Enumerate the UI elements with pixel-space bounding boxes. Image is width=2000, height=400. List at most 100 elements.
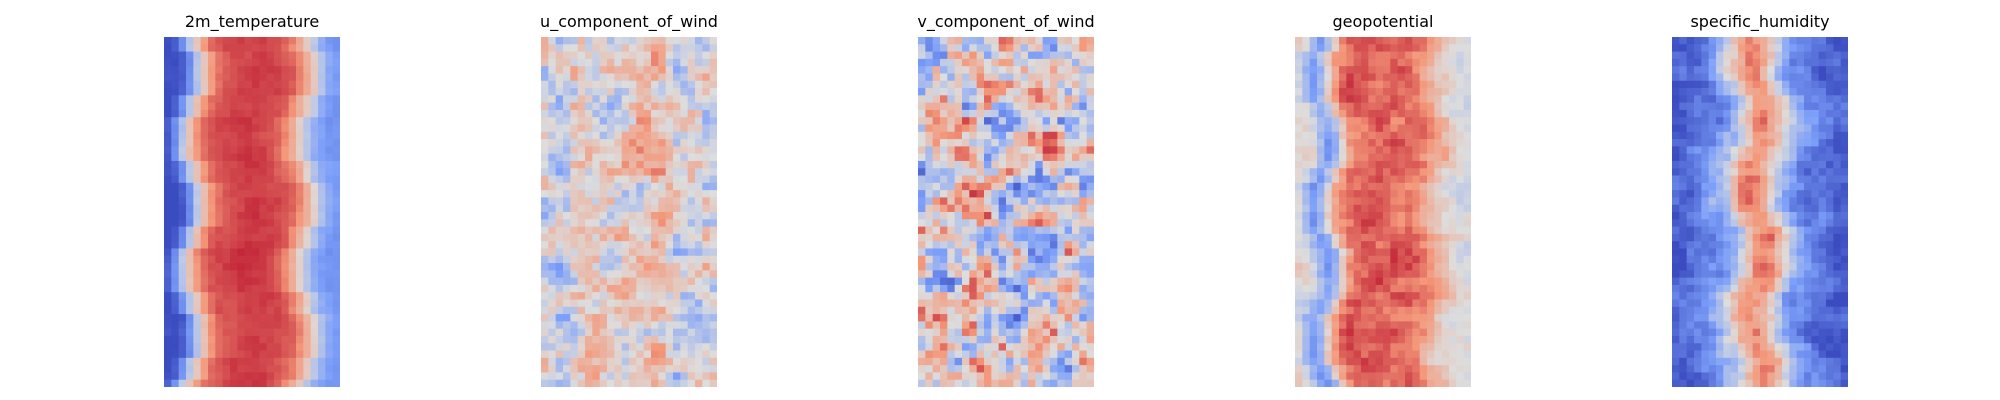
heatmap-cell bbox=[1434, 197, 1443, 206]
heatmap-cell bbox=[1317, 233, 1325, 242]
heatmap-cell bbox=[984, 109, 992, 118]
heatmap-cell bbox=[1295, 241, 1303, 249]
heatmap-cell bbox=[1339, 314, 1347, 322]
heatmap-cell bbox=[702, 168, 711, 176]
heatmap-cell bbox=[1390, 233, 1399, 242]
heatmap-cell bbox=[237, 37, 246, 45]
heatmap-cell bbox=[947, 73, 956, 82]
heatmap-cell bbox=[548, 139, 557, 147]
heatmap-cell bbox=[1072, 131, 1080, 140]
heatmap-cell bbox=[636, 292, 645, 300]
heatmap-cell bbox=[1383, 117, 1391, 125]
heatmap-cell bbox=[925, 117, 934, 125]
heatmap-cell bbox=[1064, 212, 1073, 220]
heatmap-cell bbox=[1317, 168, 1325, 176]
heatmap-cell bbox=[940, 212, 948, 220]
heatmap-cell bbox=[178, 328, 187, 337]
heatmap-cell bbox=[1057, 372, 1066, 381]
heatmap-cell bbox=[1079, 306, 1088, 315]
heatmap-cell bbox=[702, 314, 711, 322]
heatmap-cell bbox=[954, 73, 963, 82]
heatmap-cell bbox=[673, 73, 681, 82]
heatmap-cell bbox=[274, 88, 282, 96]
heatmap-cell bbox=[1716, 73, 1724, 82]
heatmap-cell bbox=[1434, 124, 1443, 133]
heatmap-cell bbox=[614, 146, 623, 155]
heatmap-cell bbox=[1028, 328, 1036, 337]
heatmap-cell bbox=[541, 190, 549, 198]
heatmap-cell bbox=[607, 175, 615, 184]
heatmap-cell bbox=[1339, 292, 1347, 300]
heatmap-cell bbox=[954, 153, 963, 162]
heatmap-cell bbox=[1782, 117, 1790, 125]
heatmap-cell bbox=[1050, 335, 1058, 344]
heatmap-cell bbox=[947, 88, 956, 96]
heatmap-cell bbox=[969, 335, 978, 344]
heatmap-cell bbox=[1013, 284, 1022, 293]
heatmap-cell bbox=[570, 299, 579, 308]
heatmap-cell bbox=[1782, 102, 1790, 111]
heatmap-cell bbox=[592, 66, 601, 74]
heatmap-cell bbox=[1317, 190, 1325, 198]
heatmap-cell bbox=[1745, 109, 1754, 118]
heatmap-cell bbox=[1368, 255, 1377, 264]
heatmap-cell bbox=[1295, 270, 1303, 279]
heatmap-cell bbox=[695, 226, 703, 235]
heatmap-cell bbox=[1463, 146, 1471, 155]
heatmap-cell bbox=[1050, 160, 1058, 169]
heatmap-cell bbox=[178, 168, 187, 176]
heatmap-cell bbox=[636, 88, 645, 96]
heatmap-cell bbox=[1346, 168, 1355, 176]
heatmap-cell bbox=[925, 321, 934, 330]
heatmap-cell bbox=[208, 190, 216, 198]
heatmap-cell bbox=[1441, 379, 1450, 387]
heatmap-cell bbox=[621, 379, 630, 387]
heatmap-cell bbox=[230, 379, 238, 387]
heatmap-cell bbox=[1331, 328, 1340, 337]
heatmap-cell bbox=[1079, 153, 1088, 162]
heatmap-cell bbox=[1317, 146, 1325, 155]
heatmap-cell bbox=[1086, 44, 1094, 52]
heatmap-cell bbox=[193, 44, 202, 52]
heatmap-cell bbox=[1028, 350, 1036, 359]
heatmap-cell bbox=[1694, 73, 1702, 82]
heatmap-cell bbox=[296, 102, 304, 111]
heatmap-cell bbox=[230, 292, 238, 300]
heatmap-cell bbox=[274, 343, 282, 351]
heatmap-cell bbox=[1006, 241, 1014, 249]
heatmap-cell bbox=[570, 160, 579, 169]
heatmap-cell bbox=[266, 95, 275, 104]
heatmap-cell bbox=[296, 292, 304, 300]
heatmap-cell bbox=[259, 321, 268, 330]
heatmap-cell bbox=[658, 117, 667, 125]
heatmap-cell bbox=[1339, 306, 1347, 315]
heatmap-cell bbox=[1361, 350, 1369, 359]
heatmap-cell bbox=[673, 160, 681, 169]
heatmap-cell bbox=[563, 175, 571, 184]
heatmap-cell bbox=[976, 153, 985, 162]
heatmap-cell bbox=[215, 328, 224, 337]
heatmap-cell bbox=[998, 109, 1007, 118]
heatmap-cell bbox=[918, 168, 926, 176]
heatmap-cell bbox=[1050, 44, 1058, 52]
heatmap-cell bbox=[947, 263, 956, 271]
heatmap-cell bbox=[636, 277, 645, 286]
heatmap-cell bbox=[332, 284, 340, 293]
heatmap-cell bbox=[1020, 66, 1029, 74]
heatmap-cell bbox=[695, 197, 703, 206]
heatmap-cell bbox=[200, 197, 209, 206]
heatmap-cell bbox=[296, 117, 304, 125]
heatmap-cell bbox=[636, 153, 645, 162]
heatmap-cell bbox=[976, 204, 985, 213]
heatmap-cell bbox=[621, 328, 630, 337]
heatmap-cell bbox=[325, 335, 334, 344]
heatmap-cell bbox=[555, 124, 564, 133]
heatmap-cell bbox=[1686, 109, 1695, 118]
heatmap-cell bbox=[310, 190, 319, 198]
heatmap-cell bbox=[687, 168, 696, 176]
heatmap-cell bbox=[695, 95, 703, 104]
heatmap-cell bbox=[1295, 248, 1303, 257]
heatmap-cell bbox=[1295, 66, 1303, 74]
heatmap-cell bbox=[1302, 372, 1311, 381]
heatmap-cell bbox=[1050, 197, 1058, 206]
